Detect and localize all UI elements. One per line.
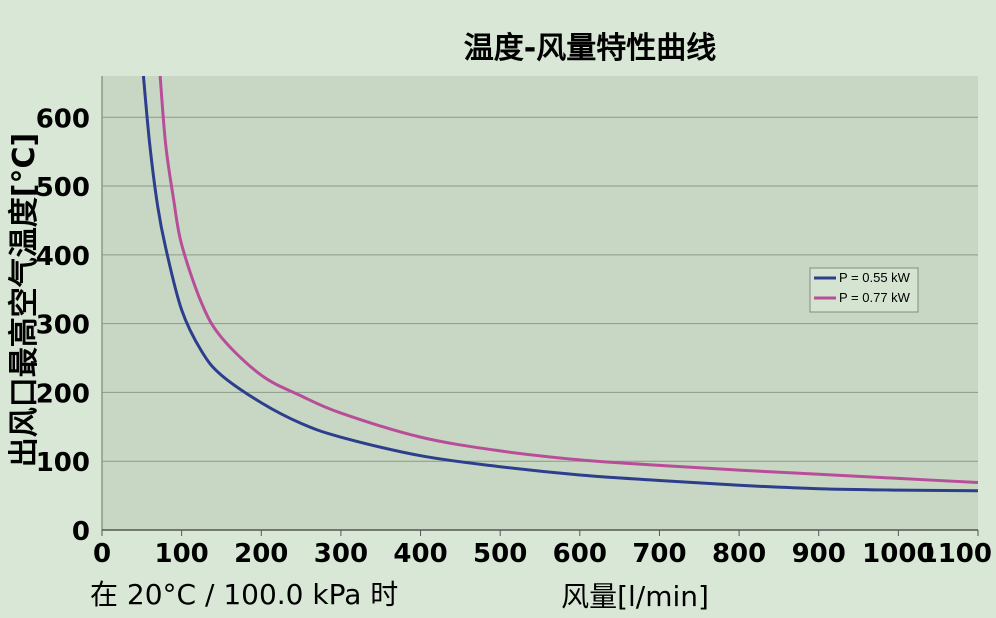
x-tick-label-200: 200 [234,539,288,569]
x-tick-label-300: 300 [314,539,368,569]
y-tick-label-300: 300 [36,311,90,341]
x-tick-label-700: 700 [632,539,686,569]
x-axis-label: 风量[l/min] [561,580,709,613]
y-axis-label: 出风口最高空气温度[°C] [7,133,42,467]
series-lines [141,75,979,493]
x-tick-label-0: 0 [93,539,111,569]
x-tick-label-400: 400 [393,539,447,569]
series-line-2 [158,75,979,485]
y-tick-label-400: 400 [36,242,90,272]
axes [101,76,978,531]
legend-entry-series-2: P = 0.77 kW [839,290,911,305]
series-line-1 [141,75,979,493]
x-tick-label-800: 800 [712,539,766,569]
legend: P = 0.55 kW P = 0.77 kW [809,267,919,313]
gridlines [102,116,978,462]
x-tick-label-600: 600 [553,539,607,569]
y-tick-label-200: 200 [36,379,90,409]
y-tick-label-100: 100 [36,448,90,478]
y-axis-ticks: 0 100 200 300 400 500 600 [36,104,90,547]
chart-title: 温度-风量特性曲线 [464,31,716,66]
x-tick-label-1000: 1000 [862,539,934,569]
y-tick-label-600: 600 [36,104,90,134]
legend-box [809,267,919,313]
y-tick-label-500: 500 [36,173,90,203]
x-tick-label-500: 500 [473,539,527,569]
legend-entry-series-1: P = 0.55 kW [839,270,911,285]
x-tick-label-1100: 1100 [920,539,992,569]
condition-note: 在 20°C / 100.0 kPa 时 [90,578,398,611]
x-tick-label-100: 100 [154,539,208,569]
y-tick-label-0: 0 [72,517,90,547]
x-tick-label-900: 900 [792,539,846,569]
